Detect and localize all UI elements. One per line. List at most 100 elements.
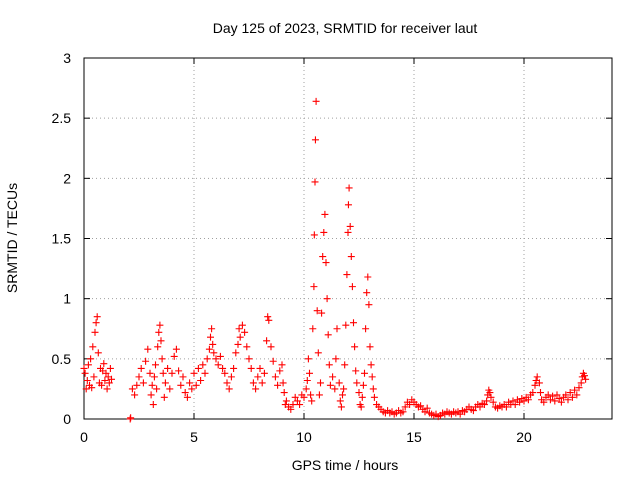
data-point bbox=[324, 331, 332, 339]
data-point bbox=[234, 340, 242, 348]
data-point bbox=[175, 367, 183, 375]
data-point bbox=[520, 397, 528, 405]
data-point bbox=[183, 393, 191, 401]
data-point bbox=[311, 178, 319, 186]
data-point bbox=[337, 403, 345, 411]
data-point bbox=[90, 373, 98, 381]
data-point bbox=[362, 325, 370, 333]
data-point bbox=[318, 309, 326, 317]
data-point bbox=[341, 361, 349, 369]
data-point bbox=[573, 391, 581, 399]
data-point bbox=[160, 393, 168, 401]
data-point bbox=[303, 376, 311, 384]
data-point bbox=[308, 397, 316, 405]
data-point bbox=[562, 391, 570, 399]
data-point bbox=[417, 402, 425, 410]
data-point bbox=[336, 397, 344, 405]
data-point bbox=[351, 343, 359, 351]
data-point bbox=[566, 389, 574, 397]
data-point bbox=[152, 361, 159, 369]
data-point bbox=[100, 360, 108, 368]
data-point bbox=[540, 398, 548, 406]
y-tick-label: 2 bbox=[63, 170, 71, 186]
x-tick-label: 5 bbox=[190, 429, 198, 445]
data-point bbox=[469, 407, 477, 415]
data-point bbox=[291, 393, 299, 401]
data-point bbox=[314, 349, 322, 357]
data-point bbox=[98, 381, 106, 389]
data-point bbox=[287, 405, 295, 413]
axis-ticks: 0 5 10 15 20 0 0.5 1 1.5 2 2.5 3 bbox=[52, 50, 612, 445]
data-point bbox=[568, 393, 576, 401]
x-tick-label: 10 bbox=[296, 429, 312, 445]
data-point bbox=[156, 321, 164, 329]
data-point bbox=[194, 364, 202, 372]
data-point bbox=[368, 373, 376, 381]
data-point bbox=[399, 408, 407, 416]
data-point bbox=[252, 385, 260, 393]
data-point bbox=[326, 381, 334, 389]
data-point bbox=[325, 361, 333, 369]
data-point bbox=[179, 373, 187, 381]
data-point bbox=[511, 401, 519, 409]
data-point bbox=[108, 375, 115, 383]
data-point bbox=[575, 384, 583, 392]
data-point bbox=[153, 385, 161, 393]
data-point bbox=[207, 333, 214, 341]
data-point bbox=[342, 321, 350, 329]
data-point bbox=[278, 361, 286, 369]
data-point bbox=[370, 393, 378, 401]
data-point bbox=[131, 391, 139, 399]
data-point bbox=[232, 349, 240, 357]
data-point bbox=[82, 385, 90, 393]
data-point bbox=[263, 337, 271, 345]
data-point bbox=[221, 369, 229, 377]
y-tick-label: 0 bbox=[63, 411, 71, 427]
plot-frame bbox=[83, 57, 613, 420]
data-point bbox=[147, 391, 155, 399]
data-point bbox=[502, 403, 510, 411]
data-point bbox=[509, 397, 517, 405]
data-point bbox=[192, 381, 200, 389]
data-point bbox=[401, 403, 409, 411]
data-point bbox=[80, 364, 88, 372]
data-point bbox=[321, 210, 329, 218]
data-point bbox=[537, 389, 544, 397]
data-point bbox=[300, 393, 308, 401]
data-point bbox=[102, 369, 110, 377]
data-point bbox=[127, 414, 135, 422]
data-point bbox=[235, 325, 243, 333]
data-point bbox=[81, 369, 89, 377]
data-point bbox=[296, 401, 304, 409]
y-tick-label: 1.5 bbox=[52, 231, 72, 247]
data-point bbox=[352, 367, 360, 375]
data-point bbox=[421, 408, 429, 416]
data-point bbox=[157, 337, 165, 345]
data-point bbox=[227, 373, 235, 381]
data-point bbox=[557, 398, 565, 406]
data-point bbox=[486, 389, 494, 397]
data-point bbox=[103, 385, 111, 393]
data-point bbox=[406, 401, 414, 409]
data-point bbox=[293, 397, 301, 405]
data-point bbox=[280, 389, 288, 397]
data-point bbox=[137, 364, 145, 372]
data-point bbox=[367, 361, 375, 369]
y-axis-label: SRMTID / TECUs bbox=[4, 183, 20, 293]
data-point bbox=[260, 369, 268, 377]
data-point bbox=[83, 376, 91, 384]
data-point bbox=[199, 361, 207, 369]
data-point bbox=[348, 283, 356, 291]
data-point bbox=[89, 343, 97, 351]
data-point bbox=[319, 253, 327, 261]
data-point bbox=[535, 379, 543, 387]
data-point bbox=[94, 349, 102, 357]
data-point bbox=[91, 328, 99, 336]
data-point bbox=[212, 355, 220, 363]
data-point bbox=[546, 396, 554, 404]
data-point bbox=[214, 361, 222, 369]
data-point bbox=[361, 369, 368, 377]
data-point bbox=[128, 385, 136, 393]
data-point bbox=[345, 184, 353, 192]
